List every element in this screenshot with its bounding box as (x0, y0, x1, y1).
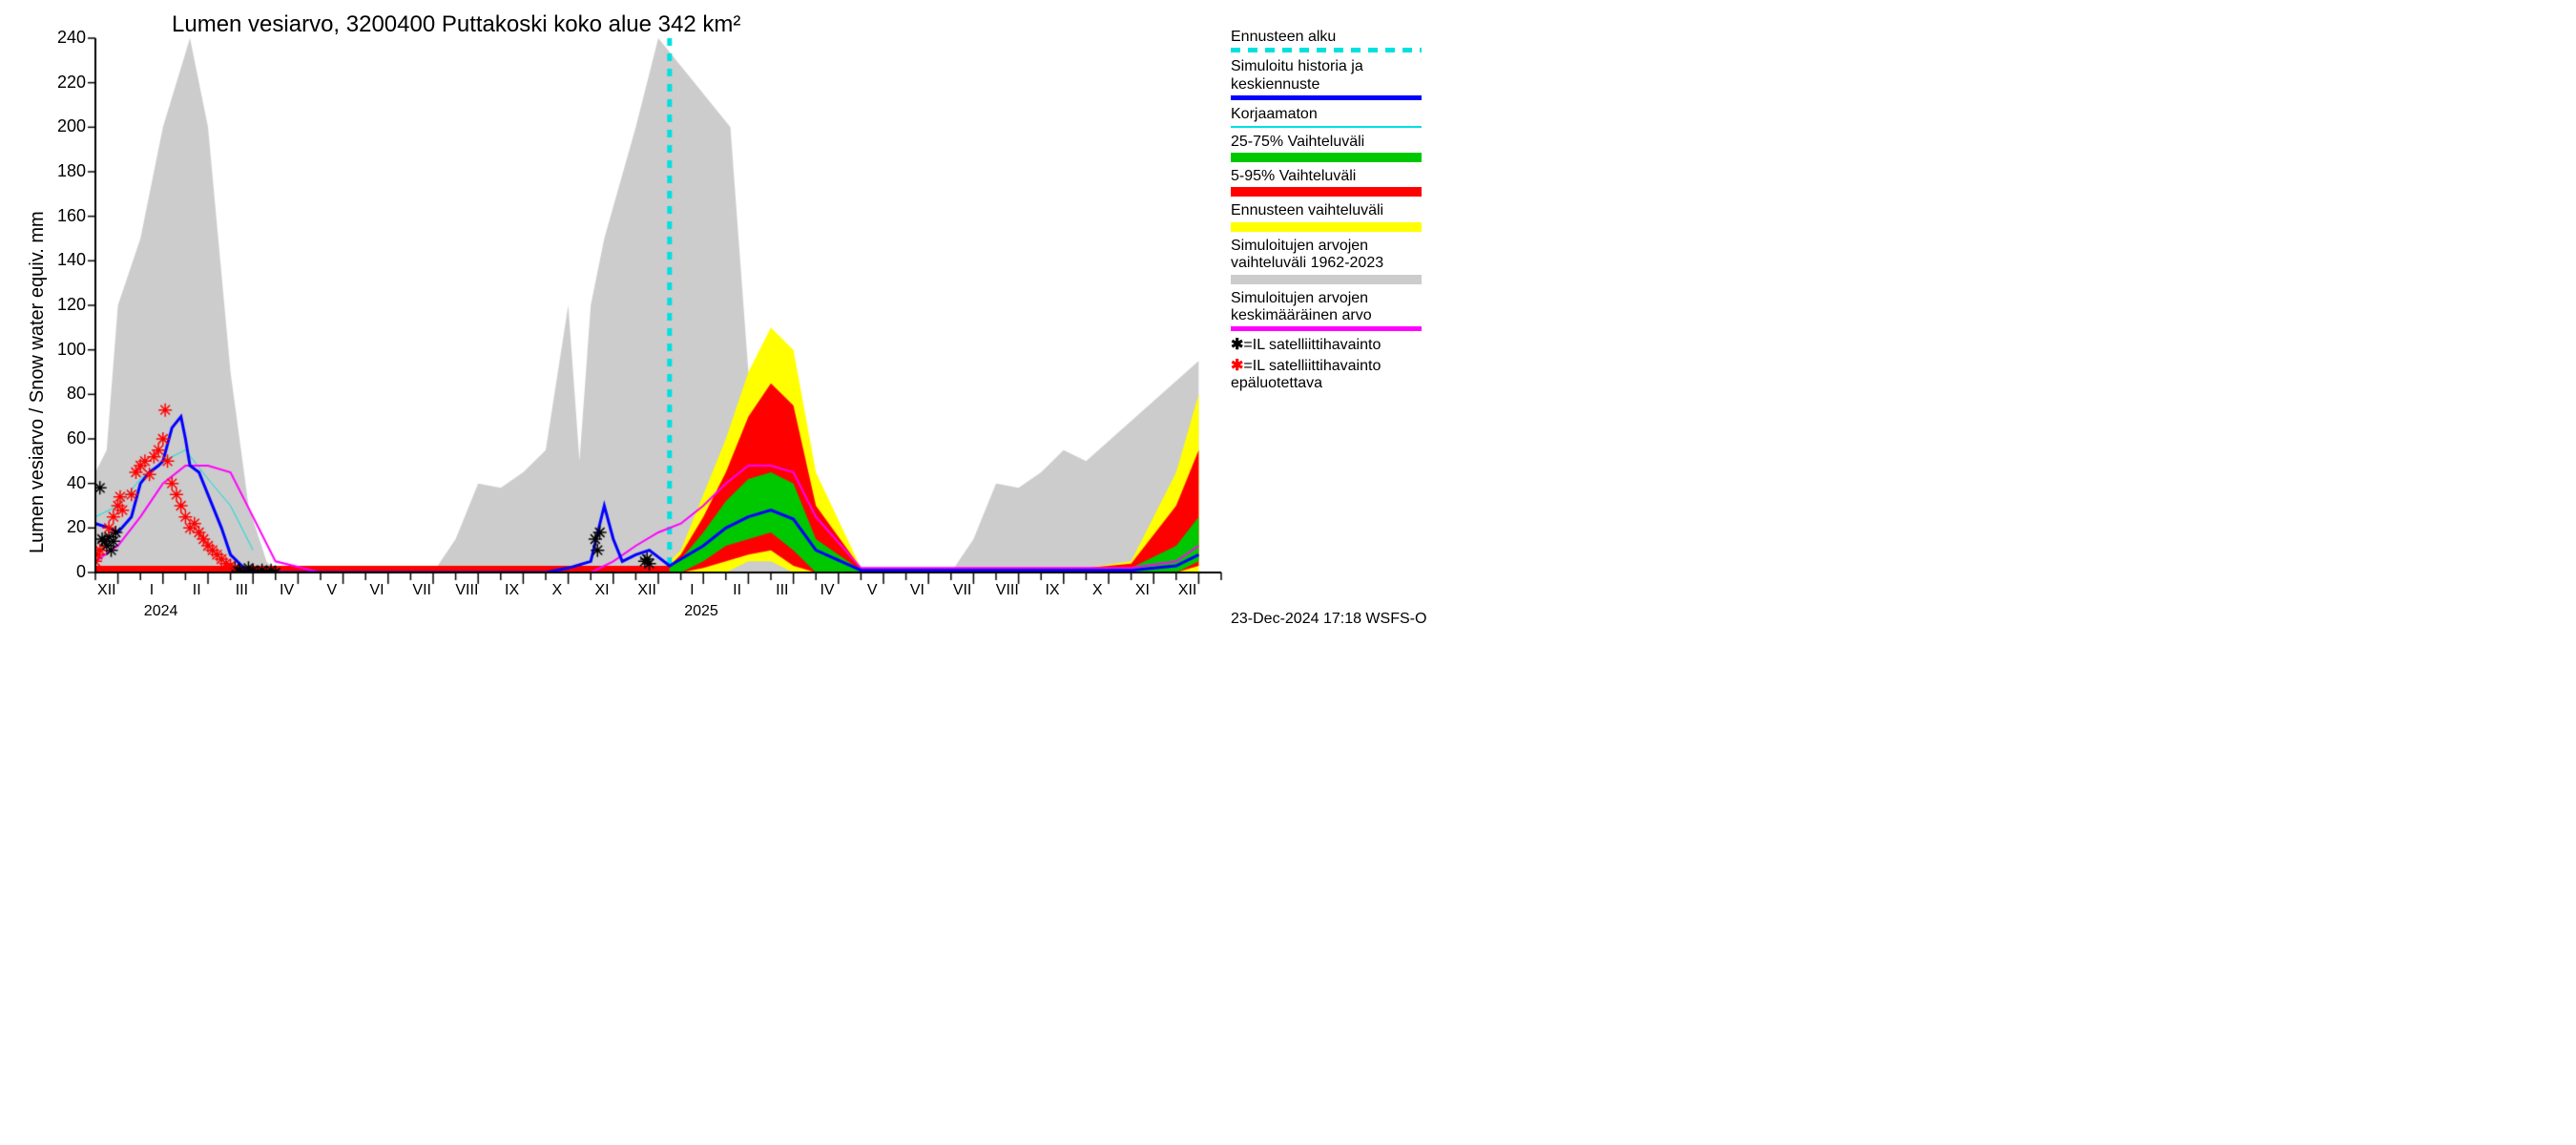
legend-label: Simuloitu historia ja keskiennuste (1231, 58, 1441, 94)
x-tick: IV (280, 582, 294, 599)
legend-swatch (1231, 275, 1422, 284)
x-tick: XII (1178, 582, 1197, 599)
x-tick: X (551, 582, 562, 599)
x-tick: XII (97, 582, 116, 599)
legend-item: 25-75% Vaihteluväli (1231, 134, 1441, 162)
x-tick: IV (820, 582, 834, 599)
x-tick: III (236, 582, 248, 599)
x-tick: II (733, 582, 741, 599)
x-tick: X (1092, 582, 1103, 599)
x-tick: XI (1135, 582, 1150, 599)
x-tick: VI (910, 582, 924, 599)
legend-marker-label: =IL satelliittihavainto (1243, 337, 1381, 353)
legend-label: Ennusteen alku (1231, 29, 1441, 46)
legend-marker-label: =IL satelliittihavainto epäluotettava (1231, 358, 1381, 391)
x-tick: VII (412, 582, 431, 599)
legend-swatch (1231, 48, 1422, 52)
legend-swatch (1231, 222, 1422, 232)
chart-container: Lumen vesiarvo, 3200400 Puttakoski koko … (0, 0, 1450, 649)
legend-label: Korjaamaton (1231, 106, 1441, 123)
y-tick: 80 (48, 384, 86, 404)
x-tick: I (690, 582, 694, 599)
legend-item: Simuloitu historia ja keskiennuste (1231, 58, 1441, 100)
legend-label: 25-75% Vaihteluväli (1231, 134, 1441, 151)
x-year: 2025 (684, 603, 718, 620)
legend-swatch (1231, 153, 1422, 162)
x-tick: II (193, 582, 201, 599)
x-tick: IX (1045, 582, 1059, 599)
legend-label: Simuloitujen arvojen vaihteluväli 1962-2… (1231, 238, 1441, 273)
legend-swatch (1231, 187, 1422, 197)
x-tick: V (867, 582, 878, 599)
x-tick: VI (369, 582, 384, 599)
chart-title: Lumen vesiarvo, 3200400 Puttakoski koko … (172, 11, 740, 38)
x-tick: XII (637, 582, 656, 599)
y-axis-label: Lumen vesiarvo / Snow water equiv. mm (27, 211, 49, 553)
y-tick: 120 (48, 295, 86, 315)
y-tick: 20 (48, 517, 86, 537)
legend-label: 5-95% Vaihteluväli (1231, 168, 1441, 185)
y-tick: 180 (48, 161, 86, 181)
legend-swatch (1231, 95, 1422, 100)
legend-marker-glyph: ✱ (1231, 337, 1243, 353)
y-tick: 200 (48, 116, 86, 136)
legend-label: Ennusteen vaihteluväli (1231, 202, 1441, 219)
x-tick: V (326, 582, 337, 599)
legend-item: Simuloitujen arvojen keskimääräinen arvo (1231, 290, 1441, 332)
x-tick: VII (953, 582, 972, 599)
x-tick: XI (594, 582, 609, 599)
legend-marker-glyph: ✱ (1231, 358, 1243, 374)
legend-marker-item: ✱=IL satelliittihavainto epäluotettava (1231, 358, 1441, 393)
x-tick: VIII (996, 582, 1019, 599)
x-tick: III (776, 582, 788, 599)
x-tick: I (150, 582, 154, 599)
y-tick: 60 (48, 428, 86, 448)
y-tick: 140 (48, 250, 86, 270)
legend: Ennusteen alku Simuloitu historia ja kesk… (1231, 29, 1441, 395)
y-tick: 0 (48, 562, 86, 582)
x-tick: VIII (455, 582, 478, 599)
legend-item: Ennusteen alku (1231, 29, 1441, 52)
y-tick: 240 (48, 28, 86, 48)
legend-item: Simuloitujen arvojen vaihteluväli 1962-2… (1231, 238, 1441, 284)
y-tick: 220 (48, 73, 86, 93)
footer-timestamp: 23-Dec-2024 17:18 WSFS-O (1231, 611, 1426, 628)
legend-item: Korjaamaton (1231, 106, 1441, 127)
legend-swatch (1231, 326, 1422, 331)
x-tick: IX (505, 582, 519, 599)
y-tick: 40 (48, 473, 86, 493)
y-tick: 160 (48, 206, 86, 226)
y-tick: 100 (48, 340, 86, 360)
legend-item: Ennusteen vaihteluväli (1231, 202, 1441, 231)
x-year: 2024 (144, 603, 178, 620)
legend-swatch (1231, 126, 1422, 128)
legend-item: 5-95% Vaihteluväli (1231, 168, 1441, 197)
legend-label: Simuloitujen arvojen keskimääräinen arvo (1231, 290, 1441, 325)
legend-marker-item: ✱=IL satelliittihavainto (1231, 337, 1441, 354)
